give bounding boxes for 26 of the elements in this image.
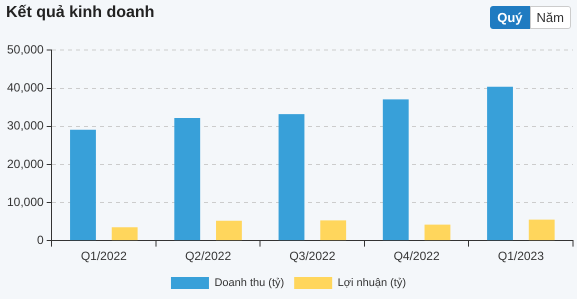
bar bbox=[216, 220, 242, 240]
bar bbox=[320, 220, 346, 240]
legend-label: Doanh thu (tỷ) bbox=[214, 277, 284, 290]
bar bbox=[278, 114, 304, 240]
bar bbox=[174, 118, 200, 240]
x-tick-label: Q4/2022 bbox=[394, 249, 440, 264]
legend-label: Lợi nhuận (tỷ) bbox=[338, 277, 406, 290]
y-tick-label: 0 bbox=[37, 232, 44, 247]
bar bbox=[487, 86, 513, 240]
y-tick-label: 10,000 bbox=[7, 194, 44, 209]
chart-title: Kết quả kinh doanh bbox=[6, 4, 154, 22]
y-tick-label: 30,000 bbox=[7, 118, 44, 133]
bar bbox=[528, 220, 555, 240]
bar bbox=[70, 130, 96, 240]
text: Năm bbox=[530, 6, 571, 29]
bar bbox=[424, 224, 450, 240]
y-tick-label: 40,000 bbox=[7, 80, 44, 95]
y-tick-label: 20,000 bbox=[7, 156, 44, 171]
x-tick-label: Q1/2022 bbox=[80, 249, 128, 264]
x-tick-label: Q1/2023 bbox=[498, 249, 544, 264]
x-tick-label: Q2/2022 bbox=[185, 249, 232, 264]
y-tick-label: 50,000 bbox=[7, 42, 44, 57]
bar bbox=[112, 227, 138, 240]
text: Quý bbox=[490, 6, 530, 29]
x-tick-label: Q3/2022 bbox=[289, 249, 336, 264]
bar bbox=[382, 99, 409, 240]
